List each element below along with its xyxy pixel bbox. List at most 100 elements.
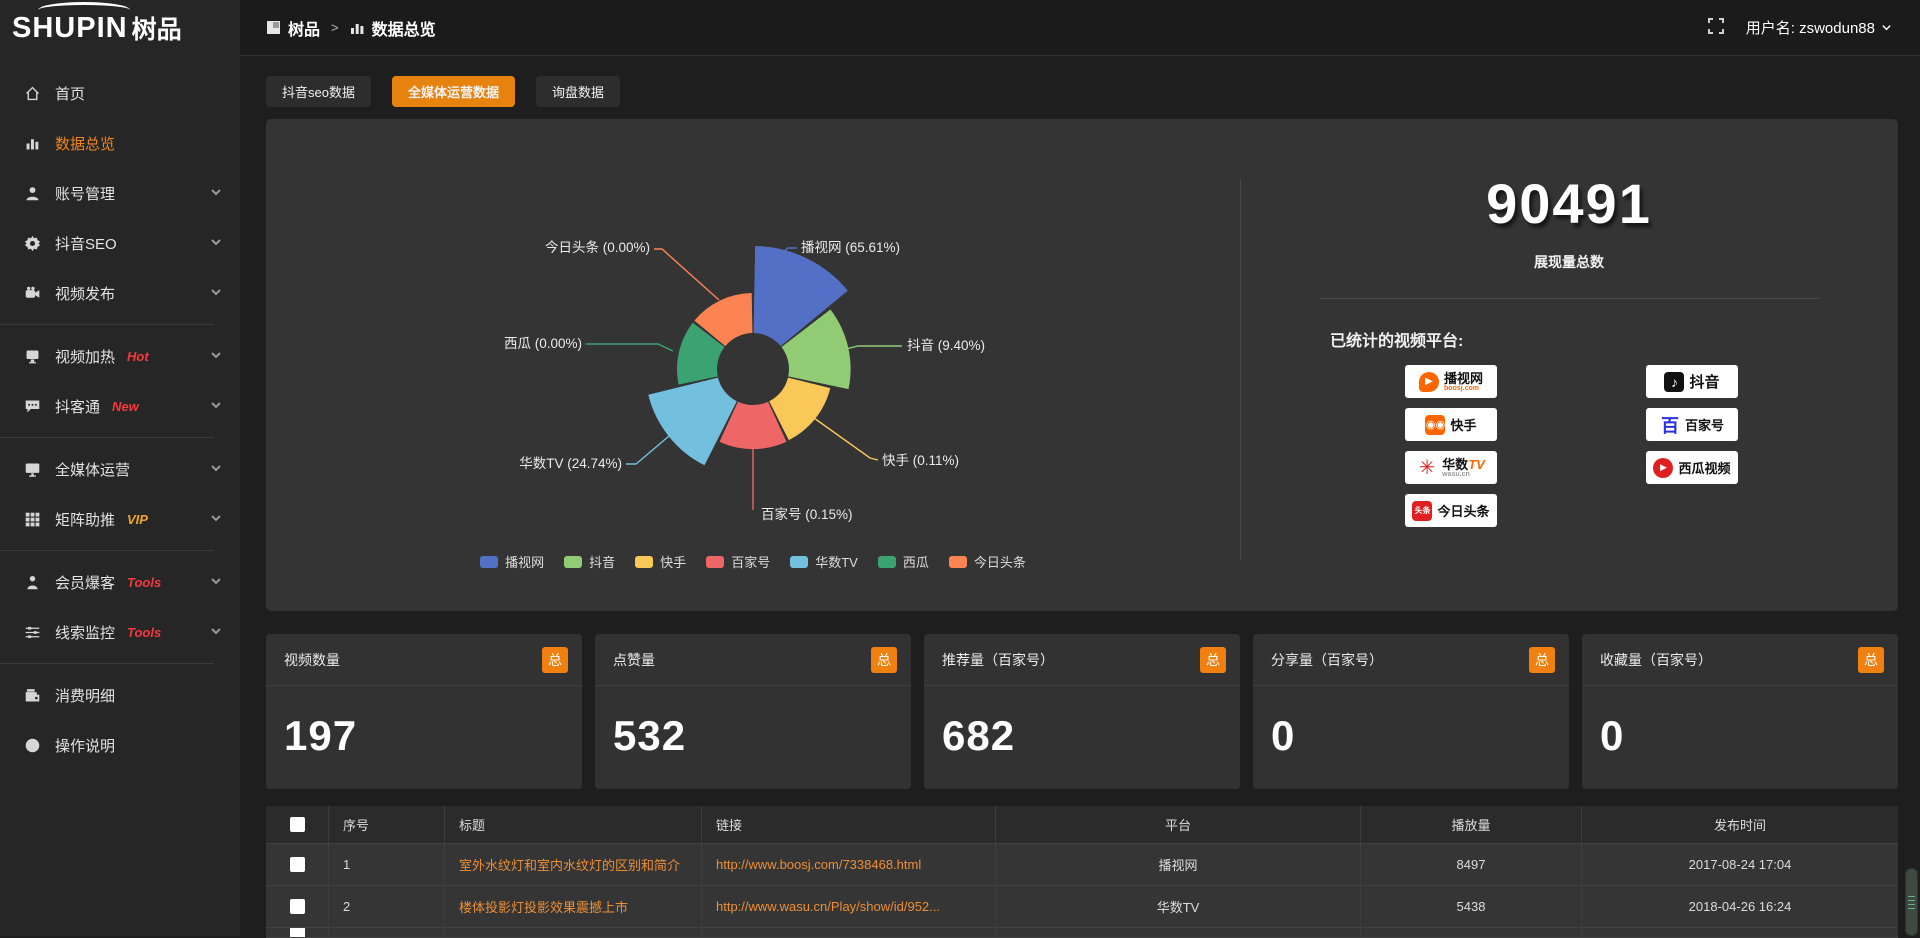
video-title-link[interactable]: 室外水纹灯和室内水纹灯的区别和简介	[459, 855, 680, 874]
question-circle-icon: ?	[24, 737, 41, 754]
stat-card-title: 推荐量（百家号）	[942, 650, 1054, 670]
pie-label-line	[654, 249, 719, 300]
col-header-link: 链接	[702, 806, 996, 843]
stat-card-value: 0	[1253, 686, 1569, 760]
cell-plays: 8497	[1361, 844, 1582, 885]
platform-sub: boosj.com	[1444, 385, 1479, 392]
sidebar-item-account-mgmt[interactable]: 账号管理	[0, 168, 240, 218]
stat-card-title: 收藏量（百家号）	[1600, 650, 1712, 670]
tab-douyin-seo-data[interactable]: 抖音seo数据	[266, 76, 371, 107]
stat-card-recommends: 推荐量（百家号）总 682	[924, 634, 1240, 789]
stat-card-title: 点赞量	[613, 650, 655, 670]
tools-badge: Tools	[127, 575, 161, 590]
sidebar-item-home[interactable]: 首页	[0, 68, 240, 118]
pie-slice-label: 播视网 (65.61%)	[801, 240, 900, 255]
platform-name: 西瓜视频	[1678, 458, 1730, 477]
stat-card-likes: 点赞量总 532	[595, 634, 911, 789]
select-all-checkbox[interactable]	[290, 817, 305, 832]
video-title-link[interactable]: 楼体投影灯投影效果震撼上市	[459, 897, 628, 916]
stat-card-title: 视频数量	[284, 650, 340, 670]
legend-label: 百家号	[731, 552, 770, 571]
legend-label: 快手	[660, 552, 686, 571]
pie-label-line	[586, 344, 673, 351]
table-row: 1 室外水纹灯和室内水纹灯的区别和简介 http://www.boosj.com…	[266, 844, 1898, 886]
pie-label-line	[626, 436, 669, 464]
row-checkbox[interactable]	[290, 857, 305, 872]
platform-badge-kuaishou: ◉◉ 快手	[1405, 408, 1497, 441]
sidebar-item-omnimedia[interactable]: 全媒体运营	[0, 444, 240, 494]
home-icon	[24, 85, 41, 102]
user-icon	[24, 185, 41, 202]
sidebar: SHUPIN 树品 首页 数据总览 账号管理 抖音SEO 视频发布	[0, 0, 240, 936]
legend-item[interactable]: 百家号	[706, 552, 770, 571]
video-url-link[interactable]: http://www.boosj.com/7338468.html	[716, 857, 921, 872]
cell-index: 1	[329, 844, 445, 885]
top-header: 树品 > 数据总览 用户名: zswodun88	[240, 0, 1920, 56]
rose-pie-chart[interactable]: 播视网 (65.61%)抖音 (9.40%)快手 (0.11%)百家号 (0.1…	[266, 119, 1240, 611]
sidebar-item-douyin-seo[interactable]: 抖音SEO	[0, 218, 240, 268]
xigua-play-icon: ▶	[1653, 458, 1673, 478]
col-header-title: 标题	[445, 806, 702, 843]
platform-name: 百家号	[1685, 415, 1724, 434]
breadcrumb-root[interactable]: 树品	[288, 16, 320, 40]
toutiao-icon: 头条	[1412, 501, 1432, 521]
sidebar-item-label: 操作说明	[55, 735, 115, 756]
chart-panel: 播视网 (65.61%)抖音 (9.40%)快手 (0.11%)百家号 (0.1…	[266, 119, 1898, 611]
video-url-link[interactable]: http://www.wasu.cn/Play/show/id/952...	[716, 899, 940, 914]
legend-swatch	[949, 556, 967, 568]
cell-plays: 5438	[1361, 886, 1582, 927]
tab-inquiry-data[interactable]: 询盘数据	[536, 76, 620, 107]
sidebar-item-data-overview[interactable]: 数据总览	[0, 118, 240, 168]
pie-slice-label: 百家号 (0.15%)	[761, 506, 853, 522]
sidebar-item-spend-detail[interactable]: 消费明细	[0, 670, 240, 720]
cell-platform: 华数TV	[996, 886, 1361, 927]
legend-item[interactable]: 播视网	[480, 552, 544, 571]
user-menu[interactable]: 用户名: zswodun88	[1746, 17, 1892, 38]
total-badge: 总	[1529, 647, 1555, 673]
chat-bubble-icon	[24, 398, 41, 415]
fullscreen-button[interactable]	[1708, 18, 1724, 38]
chevron-down-icon	[210, 285, 222, 302]
legend-item[interactable]: 快手	[635, 552, 686, 571]
pie-slice[interactable]	[648, 378, 737, 466]
sidebar-item-label: 账号管理	[55, 183, 115, 204]
total-badge: 总	[542, 647, 568, 673]
screen-icon	[24, 348, 41, 365]
sidebar-item-doutketong[interactable]: 抖客通 New	[0, 381, 240, 431]
stat-card-shares: 分享量（百家号）总 0	[1253, 634, 1569, 789]
sidebar-item-video-heat[interactable]: 视频加热 Hot	[0, 331, 240, 381]
platform-badge-douyin: ♪ 抖音	[1646, 365, 1738, 398]
chevron-down-icon	[210, 574, 222, 591]
platform-badge-xigua: ▶ 西瓜视频	[1646, 451, 1738, 484]
sidebar-item-matrix-boost[interactable]: 矩阵助推 VIP	[0, 494, 240, 544]
tools-badge: Tools	[127, 625, 161, 640]
legend-item[interactable]: 今日头条	[949, 552, 1026, 571]
legend-item[interactable]: 西瓜	[878, 552, 929, 571]
platform-name: 抖音	[1689, 371, 1719, 392]
platform-badge-toutiao: 头条 今日头条	[1405, 494, 1497, 527]
total-badge: 总	[1200, 647, 1226, 673]
scrollbar-thumb[interactable]	[1905, 868, 1918, 936]
platform-share-pie-chart[interactable]: 播视网 (65.61%)抖音 (9.40%)快手 (0.11%)百家号 (0.1…	[266, 119, 1240, 611]
sidebar-item-help[interactable]: ? 操作说明	[0, 720, 240, 770]
legend-swatch	[706, 556, 724, 568]
monitor-icon	[24, 461, 41, 478]
row-checkbox[interactable]	[290, 899, 305, 914]
legend-item[interactable]: 华数TV	[790, 552, 858, 571]
platform-name: 快手	[1450, 415, 1476, 434]
sidebar-item-lead-monitor[interactable]: 线索监控 Tools	[0, 607, 240, 657]
sidebar-item-label: 首页	[55, 83, 85, 104]
tab-omnimedia-data[interactable]: 全媒体运营数据	[392, 76, 515, 107]
legend-item[interactable]: 抖音	[564, 552, 615, 571]
chevron-down-icon	[210, 185, 222, 202]
sidebar-item-label: 视频加热	[55, 346, 115, 367]
sidebar-item-video-publish[interactable]: 视频发布	[0, 268, 240, 318]
app-logo: SHUPIN 树品	[0, 0, 240, 56]
pie-label-line	[814, 418, 878, 460]
sidebar-item-member-burst[interactable]: 会员爆客 Tools	[0, 557, 240, 607]
sidebar-item-label: 抖音SEO	[55, 233, 117, 254]
fullscreen-icon	[1708, 18, 1724, 34]
legend-label: 西瓜	[903, 552, 929, 571]
